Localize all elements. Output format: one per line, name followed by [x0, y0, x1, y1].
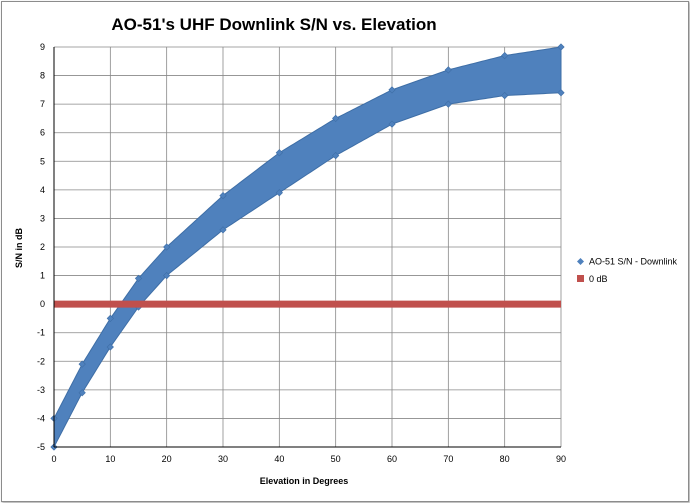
- y-tick-label: 4: [40, 185, 45, 195]
- downlink-point-upper: [557, 43, 565, 51]
- downlink-point-upper: [275, 149, 283, 157]
- y-tick-label: -4: [37, 413, 45, 423]
- downlink-point-upper: [444, 66, 452, 74]
- downlink-point-lower: [388, 120, 396, 128]
- x-tick-label: 0: [51, 454, 56, 464]
- grid-lines: [53, 46, 562, 448]
- legend: AO-51 S/N - Downlink 0 dB: [577, 257, 678, 284]
- legend-marker-downlink: [577, 258, 584, 265]
- downlink-point-lower: [332, 151, 340, 160]
- y-axis-title: S/N in dB: [14, 228, 24, 268]
- axes: [53, 47, 561, 448]
- y-tick-label: -3: [37, 385, 45, 395]
- y-tick-label: 3: [40, 213, 45, 223]
- x-tick-label: 30: [218, 454, 228, 464]
- downlink-point-lower: [275, 189, 283, 197]
- y-tick-label: 5: [40, 156, 45, 166]
- y-tick-label: 8: [40, 71, 45, 81]
- downlink-point-upper: [332, 114, 340, 123]
- x-tick-label: 20: [162, 454, 172, 464]
- y-tick-label: -1: [37, 328, 45, 338]
- plot-area: [50, 43, 565, 451]
- y-tick-label: 1: [40, 271, 45, 281]
- downlink-point-lower: [163, 271, 171, 280]
- downlink-point-lower: [557, 89, 565, 97]
- x-tick-label: 90: [556, 454, 566, 464]
- x-tick-label: 10: [105, 454, 115, 464]
- downlink-point-lower: [106, 343, 114, 351]
- y-tick-label: 6: [40, 128, 45, 138]
- legend-label-downlink: AO-51 S/N - Downlink: [589, 257, 678, 267]
- y-tick-label: 7: [40, 99, 45, 109]
- downlink-point-upper: [134, 274, 143, 283]
- downlink-point-upper: [501, 51, 509, 60]
- y-tick-label: 0: [40, 299, 45, 309]
- downlink-point-lower: [78, 389, 86, 397]
- downlink-point-upper: [163, 243, 171, 251]
- downlink-point-upper: [78, 360, 86, 368]
- x-axis-title: Elevation in Degrees: [260, 476, 349, 486]
- x-tick-label: 70: [443, 454, 453, 464]
- legend-marker-zero-db: [577, 275, 584, 282]
- tick-labels: 0 10 20 30 40 50 60 70 80 90 -5 -4 -3 -2 -1 0 1 2 3 4 5 6 7 8 9: [37, 42, 566, 464]
- x-tick-label: 40: [274, 454, 284, 464]
- chart-title: AO-51's UHF Downlink S/N vs. Elevation: [111, 15, 436, 34]
- y-tick-label: -2: [37, 356, 45, 366]
- downlink-point-upper: [388, 86, 396, 94]
- x-tick-label: 50: [331, 454, 341, 464]
- downlink-point-upper: [106, 314, 114, 323]
- downlink-point-upper: [219, 191, 227, 200]
- downlink-point-lower: [501, 91, 509, 100]
- x-tick-label: 80: [500, 454, 510, 464]
- y-tick-label: -5: [37, 442, 45, 452]
- x-tick-label: 60: [387, 454, 397, 464]
- y-tick-label: 9: [40, 42, 45, 52]
- downlink-point-lower: [444, 100, 452, 108]
- downlink-point-lower: [219, 226, 227, 234]
- legend-label-zero-db: 0 dB: [589, 274, 608, 284]
- y-tick-label: 2: [40, 242, 45, 252]
